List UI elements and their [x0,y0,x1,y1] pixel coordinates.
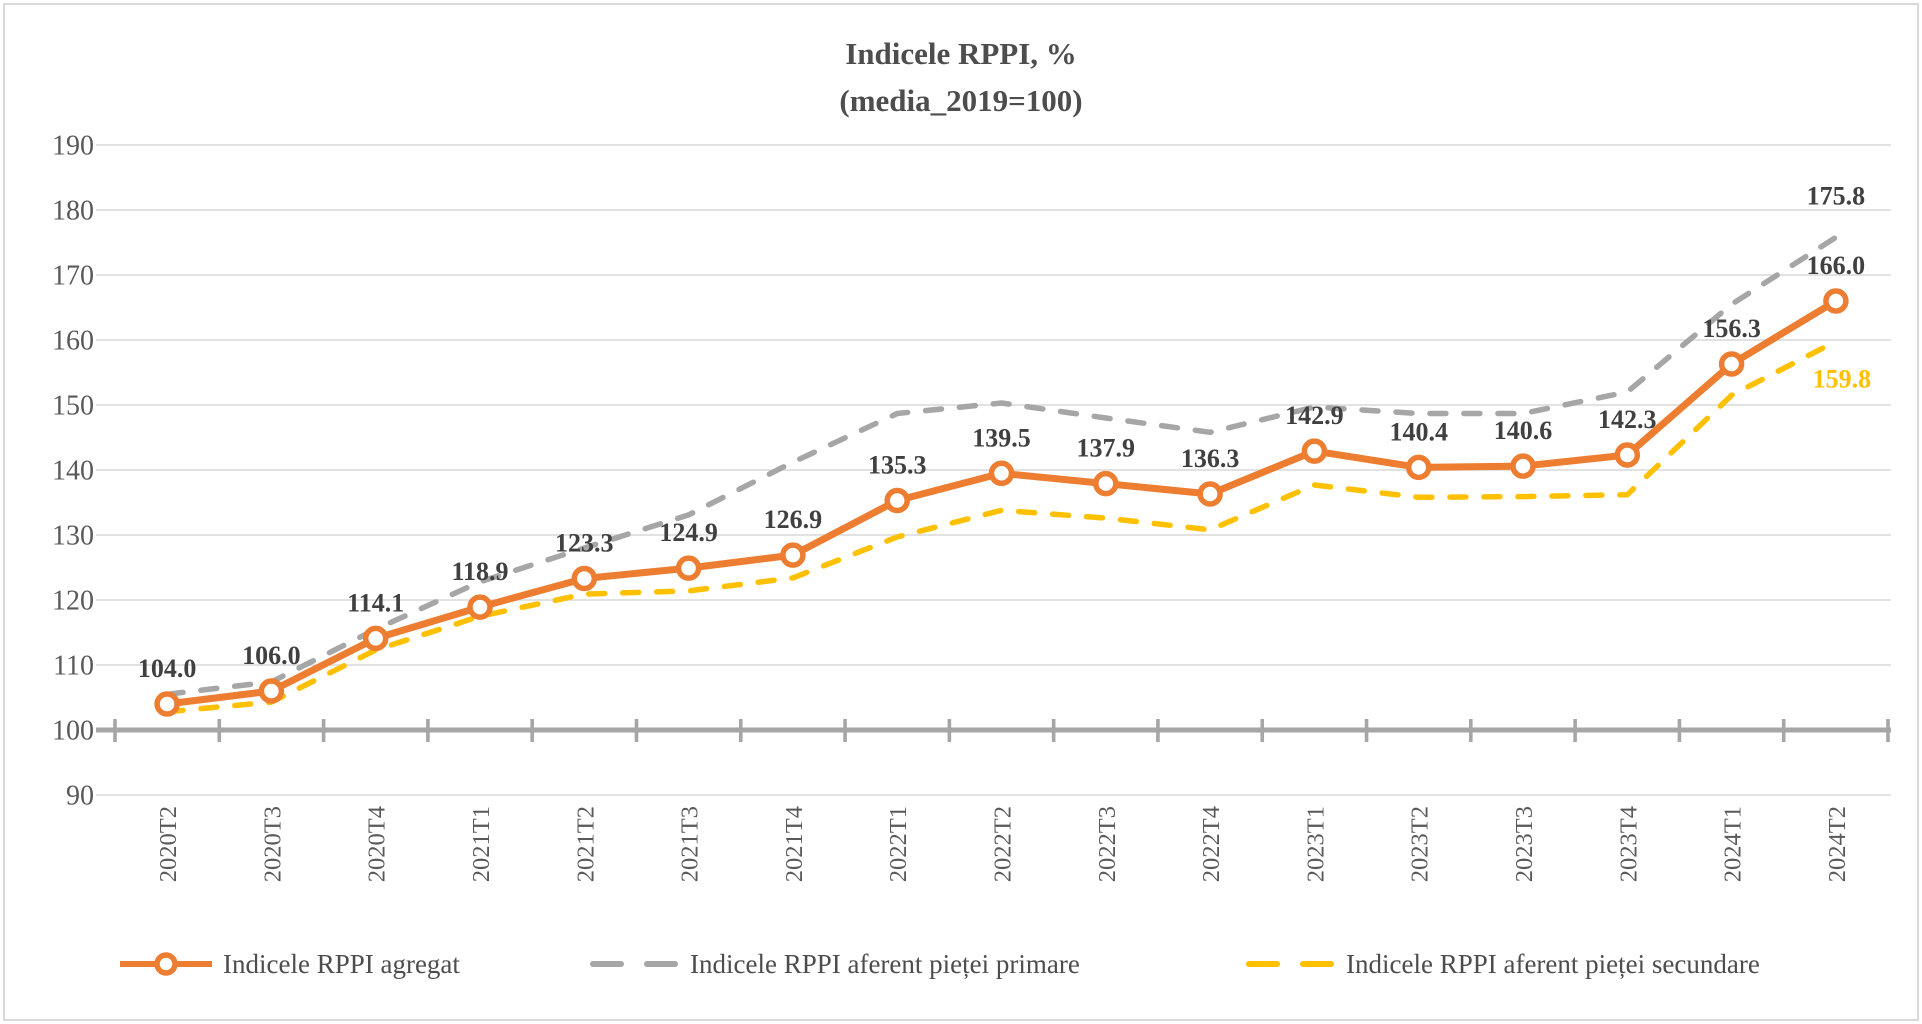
data-point-marker [884,487,910,514]
data-point-marker [675,555,702,581]
x-axis-label: 2024T1 [1720,806,1747,882]
x-axis-label: 2020T2 [155,806,182,882]
y-axis-label: 90 [66,781,94,812]
data-point-marker [1405,454,1432,481]
y-axis-label: 120 [52,586,94,617]
x-axis-label: 2022T2 [990,806,1017,882]
data-label-agregat: 106.0 [242,641,301,670]
chart-title: Indicele RPPI, % [845,36,1077,71]
y-axis-label: 170 [52,261,94,292]
data-point-marker [571,565,598,592]
legend-item-secundare: Indicele RPPI aferent pieței secundare [1245,944,1760,984]
legend: Indicele RPPI agregat Indicele RPPI afer… [0,944,1922,984]
data-point-marker [362,625,389,652]
x-axis-label: 2022T3 [1094,806,1121,882]
data-point-marker [1718,351,1745,377]
x-axis-label: 2021T3 [677,806,704,882]
legend-item-agregat: Indicele RPPI agregat [118,944,460,984]
x-axis-label: 2023T4 [1615,806,1642,882]
data-point-marker [258,678,285,704]
legend-marker-agregat-icon [120,952,212,976]
x-axis-label: 2023T1 [1302,806,1329,882]
data-point-marker [467,594,493,620]
y-axis-label: 100 [52,716,94,747]
legend-marker-primare-icon [590,961,678,967]
data-label-agregat: 142.3 [1598,405,1657,434]
series-primare-line [164,234,1839,698]
x-axis-label: 2022T4 [1198,806,1225,882]
data-label-agregat: 140.6 [1494,416,1553,445]
x-axis-label: 2024T2 [1824,806,1851,882]
series-agregat-line [166,298,1838,708]
data-label-agregat: 166.0 [1807,251,1866,280]
x-axis [96,719,1891,742]
legend-label-agregat: Indicele RPPI agregat [223,948,460,979]
chart-title-block: Indicele RPPI, % (media_2019=100) [0,30,1922,124]
data-point-marker [1510,453,1536,479]
y-axis-label: 150 [52,391,94,422]
x-axis-label: 2021T1 [468,806,495,882]
data-label-agregat: 124.9 [659,518,718,547]
x-axis-label: 2020T3 [259,806,286,882]
series-secundare-line [164,338,1839,715]
y-axis-label: 110 [53,651,94,682]
y-axis-label: 180 [52,196,94,227]
chart-subtitle: (media_2019=100) [839,83,1083,118]
data-label-agregat: 137.9 [1077,434,1136,463]
x-axis-label: 2023T3 [1511,806,1538,882]
data-label-agregat: 126.9 [764,505,823,534]
data-point-marker [1823,288,1849,314]
data-label-agregat: 118.9 [451,557,508,586]
data-point-marker [1093,470,1119,497]
data-point-marker [1301,438,1328,464]
data-label-agregat: 156.3 [1702,314,1761,343]
x-axis-label: 2021T4 [781,806,808,882]
y-axis-label: 190 [52,131,94,162]
y-axis-label: 160 [52,326,94,357]
x-axis-label: 2020T4 [364,806,391,882]
data-point-marker [780,542,806,568]
x-axis-label: 2022T1 [885,806,912,882]
legend-label-primare: Indicele RPPI aferent pieței primare [690,948,1080,979]
x-axis-label: 2023T2 [1407,806,1434,882]
data-label-agregat: 139.5 [972,423,1031,452]
legend-marker-secundare-icon [1246,961,1334,967]
legend-item-primare: Indicele RPPI aferent pieței primare [589,944,1080,984]
legend-label-secundare: Indicele RPPI aferent pieței secundare [1346,948,1760,979]
data-point-marker [1614,442,1641,468]
y-axis-label: 140 [52,456,94,487]
data-label-agregat: 140.4 [1389,417,1448,446]
data-label-secundare: 159.8 [1813,364,1872,393]
x-axis-label: 2021T2 [572,806,599,882]
data-label-agregat: 104.0 [138,654,197,683]
data-label-agregat: 114.1 [347,588,404,617]
data-point-marker [154,691,180,717]
data-label-agregat: 135.3 [868,451,927,480]
data-point-marker [1197,481,1223,507]
y-axis-label: 130 [52,521,94,552]
data-label-primare: 175.8 [1807,181,1866,210]
data-label-agregat: 136.3 [1181,444,1240,473]
data-label-agregat: 142.9 [1285,401,1344,430]
data-label-agregat: 123.3 [555,529,614,558]
data-point-marker [988,460,1015,487]
